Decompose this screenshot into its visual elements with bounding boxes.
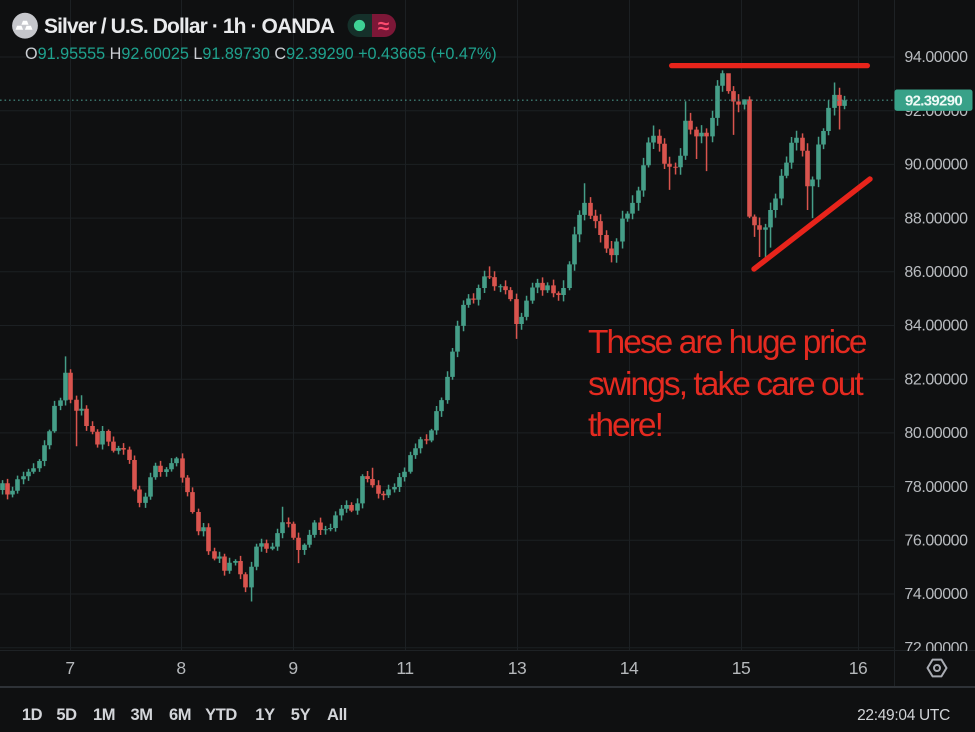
svg-text:≈: ≈: [378, 15, 390, 38]
svg-text:5D: 5D: [56, 706, 77, 724]
svg-text:YTD: YTD: [205, 706, 237, 724]
svg-text:16: 16: [849, 658, 867, 678]
svg-text:3M: 3M: [130, 706, 152, 724]
svg-text:13: 13: [508, 658, 526, 678]
svg-text:82.00000: 82.00000: [904, 371, 968, 388]
svg-text:swings, take care out: swings, take care out: [588, 366, 864, 403]
svg-text:88.00000: 88.00000: [904, 210, 968, 227]
svg-text:Silver / U.S. Dollar · 1h · OA: Silver / U.S. Dollar · 1h · OANDA: [44, 15, 335, 38]
svg-text:1M: 1M: [93, 706, 115, 724]
svg-text:92.39290: 92.39290: [905, 93, 962, 110]
svg-text:15: 15: [732, 658, 750, 678]
svg-text:1D: 1D: [22, 706, 43, 724]
svg-text:8: 8: [176, 658, 185, 678]
svg-text:74.00000: 74.00000: [904, 586, 968, 603]
svg-text:84.00000: 84.00000: [904, 318, 968, 335]
svg-text:80.00000: 80.00000: [904, 425, 968, 442]
svg-text:72.00000: 72.00000: [904, 640, 968, 657]
svg-text:86.00000: 86.00000: [904, 264, 968, 281]
svg-text:All: All: [327, 706, 347, 724]
svg-text:22:49:04 UTC: 22:49:04 UTC: [857, 707, 950, 724]
svg-text:1Y: 1Y: [255, 706, 275, 724]
svg-text:6M: 6M: [169, 706, 191, 724]
svg-text:78.00000: 78.00000: [904, 479, 968, 496]
svg-text:14: 14: [620, 658, 639, 678]
svg-text:11: 11: [396, 658, 413, 678]
svg-text:These are huge price: These are huge price: [588, 324, 867, 361]
svg-text:94.00000: 94.00000: [904, 49, 968, 66]
svg-text:76.00000: 76.00000: [904, 533, 968, 550]
svg-text:there!: there!: [588, 407, 662, 444]
svg-text:5Y: 5Y: [291, 706, 311, 724]
svg-text:7: 7: [65, 658, 74, 678]
svg-text:O91.95555 H92.60025 L91.89730: O91.95555 H92.60025 L91.89730 C92.39290 …: [25, 45, 497, 63]
svg-text:90.00000: 90.00000: [904, 157, 968, 174]
svg-text:9: 9: [288, 658, 297, 678]
